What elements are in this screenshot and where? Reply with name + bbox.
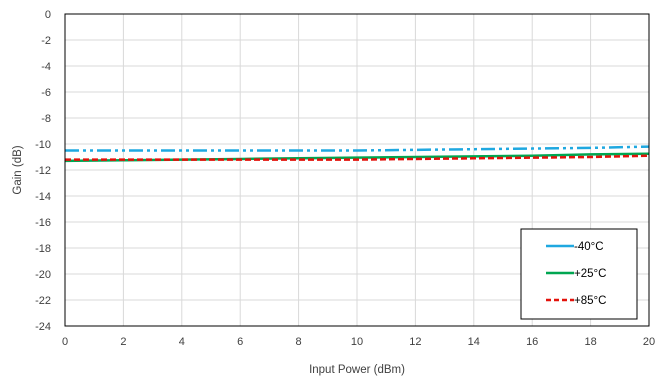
y-tick-label: -10 — [35, 139, 51, 151]
x-tick-label: 4 — [179, 336, 185, 348]
x-tick-label: 10 — [351, 336, 363, 348]
plot-area-border — [64, 13, 650, 327]
legend-label-plus85: +85°C — [574, 295, 606, 307]
y-tick-label: -12 — [35, 165, 51, 177]
y-tick-label: -18 — [35, 243, 51, 255]
legend-label-minus40: -40°C — [574, 241, 604, 253]
series-line-0 — [65, 145, 650, 152]
y-tick-label: -2 — [41, 35, 51, 47]
series-lines — [64, 145, 650, 163]
x-tick-label: 20 — [643, 336, 655, 348]
y-tick-label: -14 — [35, 191, 51, 203]
legend: -40°C +25°C +85°C — [520, 228, 638, 320]
x-tick-label: 12 — [409, 336, 421, 348]
y-tick-label: -20 — [35, 269, 51, 281]
y-tick-label: -4 — [41, 61, 51, 73]
y-tick-label: 0 — [45, 9, 51, 21]
x-tick-label: 8 — [296, 336, 302, 348]
y-tick-label: -22 — [35, 295, 51, 307]
legend-box — [520, 228, 638, 320]
legend-label-plus25: +25°C — [574, 268, 606, 280]
x-tick-label: 2 — [120, 336, 126, 348]
x-axis-title: Input Power (dBm) — [309, 364, 405, 376]
y-tick-label: -6 — [41, 87, 51, 99]
tick-labels: 0 2 4 6 8 10 12 14 16 18 20 0 -2 -4 -6 -8 -10 -12 -14 -16 -1… — [35, 9, 655, 348]
y-tick-label: -24 — [35, 321, 51, 333]
series-line-1 — [64, 152, 650, 163]
x-tick-label: 14 — [468, 336, 480, 348]
x-tick-label: 0 — [62, 336, 68, 348]
y-tick-label: -8 — [41, 113, 51, 125]
x-tick-label: 6 — [237, 336, 243, 348]
series-line-2 — [65, 154, 650, 161]
y-tick-label: -16 — [35, 217, 51, 229]
x-tick-label: 16 — [526, 336, 538, 348]
y-axis-title: Gain (dB) — [12, 145, 24, 194]
x-tick-label: 18 — [584, 336, 596, 348]
